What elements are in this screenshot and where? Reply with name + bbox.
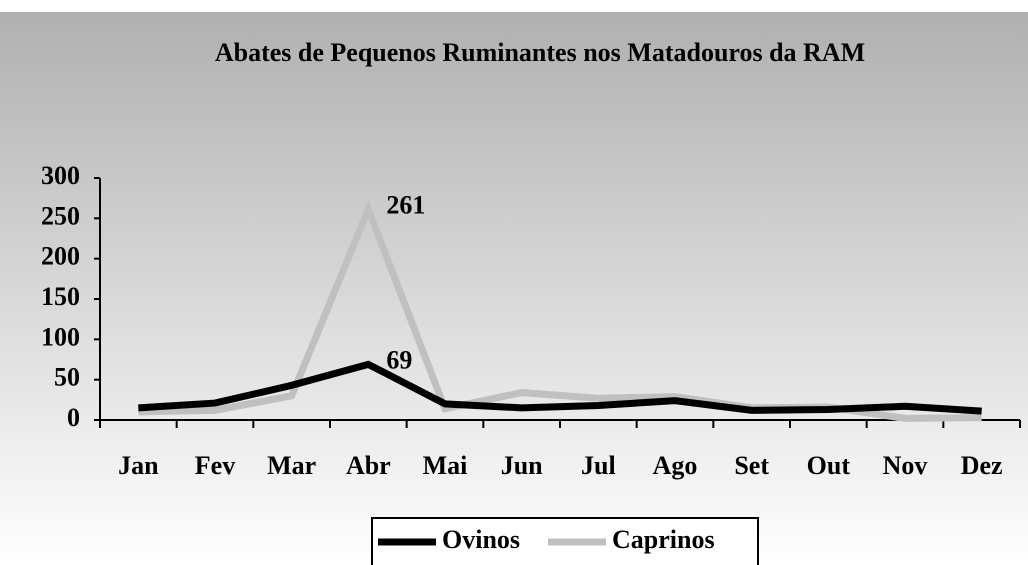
- chart-background: [0, 12, 1028, 565]
- x-tick-label: Nov: [883, 451, 928, 480]
- data-label: 261: [386, 190, 425, 219]
- y-tick-label: 50: [54, 363, 80, 392]
- legend-label: Caprinos: [612, 525, 715, 554]
- x-tick-label: Jul: [581, 451, 616, 480]
- legend-label: Ovinos: [442, 525, 520, 554]
- y-tick-label: 300: [41, 161, 80, 190]
- x-tick-label: Out: [807, 451, 851, 480]
- x-tick-label: Ago: [653, 451, 698, 480]
- x-tick-label: Abr: [346, 451, 391, 480]
- x-tick-label: Set: [734, 451, 769, 480]
- y-tick-label: 200: [41, 242, 80, 271]
- x-tick-label: Fev: [195, 451, 235, 480]
- x-tick-label: Mai: [423, 451, 468, 480]
- y-tick-label: 150: [41, 282, 80, 311]
- y-tick-label: 0: [67, 403, 80, 432]
- x-tick-label: Dez: [961, 451, 1003, 480]
- x-tick-label: Jun: [501, 451, 543, 480]
- y-tick-label: 250: [41, 201, 80, 230]
- series-line: [138, 360, 982, 415]
- x-tick-label: Jan: [118, 451, 159, 480]
- y-tick-label: 100: [41, 322, 80, 351]
- data-label: 69: [386, 345, 412, 374]
- x-tick-label: Mar: [267, 451, 316, 480]
- chart-title: Abates de Pequenos Ruminantes nos Matado…: [215, 38, 865, 67]
